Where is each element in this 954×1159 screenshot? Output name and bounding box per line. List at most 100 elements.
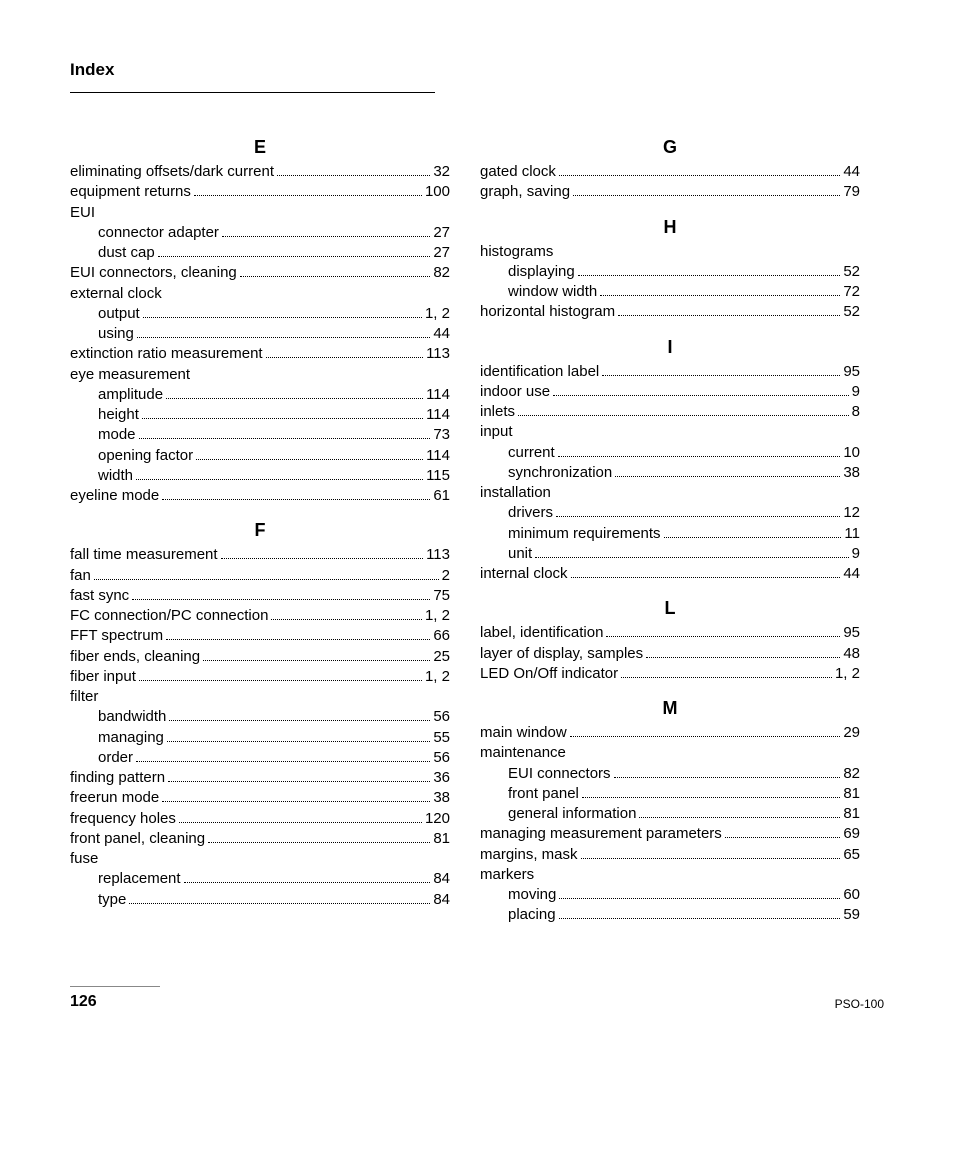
- entry-leader-dots: [639, 817, 840, 818]
- index-entry: order 56: [70, 748, 450, 768]
- entry-leader-dots: [132, 599, 430, 600]
- entry-page-ref: 9: [852, 382, 860, 402]
- entry-label: opening factor: [98, 446, 193, 466]
- entry-label: amplitude: [98, 385, 163, 405]
- entry-label: front panel, cleaning: [70, 829, 205, 849]
- page-title: Index: [70, 60, 884, 80]
- index-entry: FC connection/PC connection 1, 2: [70, 606, 450, 626]
- entry-label: moving: [508, 885, 556, 905]
- entry-label: drivers: [508, 503, 553, 523]
- entry-label: external clock: [70, 284, 162, 304]
- entry-label: horizontal histogram: [480, 302, 615, 322]
- index-entry: markers: [480, 865, 860, 885]
- entry-label: order: [98, 748, 133, 768]
- entry-page-ref: 81: [433, 829, 450, 849]
- entry-leader-dots: [94, 579, 439, 580]
- entry-label: EUI: [70, 203, 95, 223]
- index-entry: installation: [480, 483, 860, 503]
- index-entry: front panel 81: [480, 784, 860, 804]
- entry-label: freerun mode: [70, 788, 159, 808]
- entry-leader-dots: [618, 315, 840, 316]
- entry-label: fall time measurement: [70, 545, 218, 565]
- index-entry: moving 60: [480, 885, 860, 905]
- entry-page-ref: 1, 2: [425, 667, 450, 687]
- index-entry: width 115: [70, 466, 450, 486]
- entry-leader-dots: [578, 275, 841, 276]
- index-entry: EUI connectors 82: [480, 764, 860, 784]
- entry-page-ref: 8: [852, 402, 860, 422]
- entry-page-ref: 36: [433, 768, 450, 788]
- entry-leader-dots: [581, 858, 841, 859]
- entry-label: dust cap: [98, 243, 155, 263]
- index-page: Index Eeliminating offsets/dark current …: [0, 0, 954, 1051]
- section-letter: H: [480, 217, 860, 238]
- entry-leader-dots: [194, 195, 422, 196]
- index-entry: finding pattern 36: [70, 768, 450, 788]
- entry-leader-dots: [162, 499, 430, 500]
- entry-label: margins, mask: [480, 845, 578, 865]
- entry-page-ref: 61: [433, 486, 450, 506]
- entry-page-ref: 81: [843, 784, 860, 804]
- index-entry: height 114: [70, 405, 450, 425]
- entry-page-ref: 95: [843, 362, 860, 382]
- index-entry: unit 9: [480, 544, 860, 564]
- index-entry: replacement 84: [70, 869, 450, 889]
- index-entry: internal clock 44: [480, 564, 860, 584]
- entry-label: identification label: [480, 362, 599, 382]
- index-entry: EUI: [70, 203, 450, 223]
- entry-page-ref: 114: [426, 446, 450, 466]
- index-entry: LED On/Off indicator 1, 2: [480, 664, 860, 684]
- index-entry: main window 29: [480, 723, 860, 743]
- entry-label: type: [98, 890, 126, 910]
- entry-label: replacement: [98, 869, 181, 889]
- entry-page-ref: 55: [433, 728, 450, 748]
- entry-leader-dots: [169, 720, 430, 721]
- entry-page-ref: 52: [843, 262, 860, 282]
- index-entry: opening factor 114: [70, 446, 450, 466]
- entry-label: fiber input: [70, 667, 136, 687]
- entry-leader-dots: [136, 761, 430, 762]
- entry-leader-dots: [222, 236, 430, 237]
- entry-label: maintenance: [480, 743, 566, 763]
- entry-label: indoor use: [480, 382, 550, 402]
- entry-page-ref: 113: [426, 545, 450, 565]
- entry-label: fast sync: [70, 586, 129, 606]
- entry-leader-dots: [208, 842, 430, 843]
- entry-leader-dots: [614, 777, 841, 778]
- entry-label: FFT spectrum: [70, 626, 163, 646]
- index-entry: minimum requirements 11: [480, 524, 860, 544]
- page-footer: 126 PSO-100: [70, 986, 884, 1011]
- entry-label: placing: [508, 905, 556, 925]
- entry-page-ref: 82: [433, 263, 450, 283]
- entry-leader-dots: [158, 256, 431, 257]
- entry-page-ref: 38: [433, 788, 450, 808]
- entry-page-ref: 52: [843, 302, 860, 322]
- entry-leader-dots: [139, 680, 422, 681]
- entry-label: installation: [480, 483, 551, 503]
- entry-page-ref: 114: [426, 385, 450, 405]
- entry-page-ref: 29: [843, 723, 860, 743]
- entry-label: histograms: [480, 242, 553, 262]
- index-entry: histograms: [480, 242, 860, 262]
- entry-leader-dots: [271, 619, 422, 620]
- entry-page-ref: 9: [852, 544, 860, 564]
- index-entry: type 84: [70, 890, 450, 910]
- index-entry: margins, mask 65: [480, 845, 860, 865]
- entry-leader-dots: [621, 677, 832, 678]
- entry-page-ref: 1, 2: [425, 304, 450, 324]
- entry-leader-dots: [573, 195, 840, 196]
- entry-label: filter: [70, 687, 98, 707]
- header-divider: [70, 92, 435, 93]
- index-entry: connector adapter 27: [70, 223, 450, 243]
- entry-leader-dots: [518, 415, 849, 416]
- index-entry: fuse: [70, 849, 450, 869]
- entry-page-ref: 25: [433, 647, 450, 667]
- entry-leader-dots: [600, 295, 840, 296]
- entry-label: unit: [508, 544, 532, 564]
- entry-label: eyeline mode: [70, 486, 159, 506]
- section-letter: G: [480, 137, 860, 158]
- entry-page-ref: 59: [843, 905, 860, 925]
- entry-label: width: [98, 466, 133, 486]
- entry-label: managing measurement parameters: [480, 824, 722, 844]
- entry-label: eliminating offsets/dark current: [70, 162, 274, 182]
